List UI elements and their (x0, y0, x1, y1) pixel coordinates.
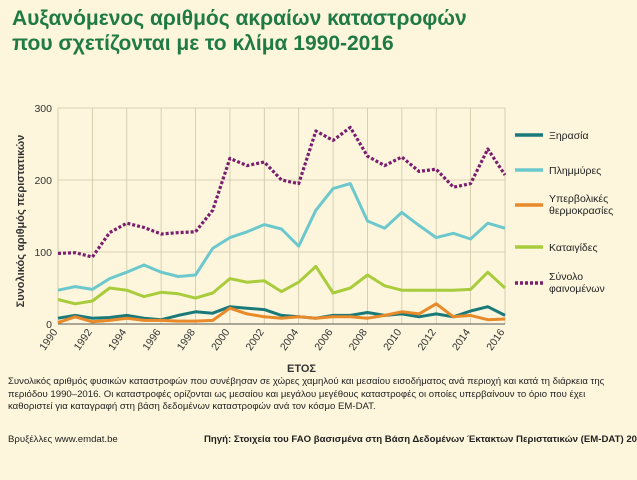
x-axis-title: ΕΤΟΣ (287, 363, 316, 375)
x-tick-label: 2010 (381, 327, 404, 353)
legend-label-3: Υπερβολικές θερμοκρασίες (549, 193, 613, 217)
gridlines (57, 107, 506, 325)
y-tick-label: 300 (34, 103, 52, 115)
series-line-1 (57, 305, 506, 322)
x-tick-label: 1996 (140, 327, 163, 353)
series-line-2 (57, 182, 506, 292)
legend-label-4: Καταιγίδες (549, 242, 598, 254)
chart-notes: Συνολικός αριθμός φυσικών καταστροφών πο… (8, 376, 605, 412)
legend-label-1: Ξηρασία (549, 130, 589, 142)
y-tick-labels: 0 100 200 300 (34, 103, 52, 331)
legend-label-part: φαινομένων (549, 283, 605, 295)
x-tick-label: 2006 (312, 327, 335, 353)
x-tick-label: 2012 (415, 327, 438, 353)
chart-title-line-1: Αυξανόμενος αριθμός ακραίων καταστροφών (12, 7, 467, 30)
x-tick-label: 1994 (106, 327, 129, 353)
legend-label-part: Υπερβολικές (549, 193, 608, 205)
chart-title-line-2: που σχετίζονται με το κλίμα 1990-2016 (12, 32, 394, 55)
y-tick-label: 100 (34, 247, 52, 259)
series-line-3 (57, 302, 506, 325)
legend-label-5: Σύνολο φαινομένων (549, 271, 605, 295)
chart-title: Αυξανόμενος αριθμός ακραίων καταστροφών π… (12, 6, 622, 56)
footer-source-city: Βρυξέλλες www.emdat.be (8, 434, 118, 445)
series-lines (57, 125, 507, 325)
legend-label-part: θερμοκρασίες (549, 205, 613, 217)
x-tick-label: 2000 (209, 327, 232, 353)
x-tick-label: 1990 (37, 327, 60, 353)
legend: Ξηρασία Πλημμύρες Υπερβολικές θερμοκρασίες Κ… (515, 130, 613, 295)
y-tick-label: 0 (46, 319, 52, 331)
line-chart: 0 100 200 300 1990 1992 1994 1996 1998 2000 2002 2… (15, 103, 613, 375)
series-line-5 (57, 125, 507, 259)
x-tick-label: 2014 (450, 327, 473, 353)
legend-label-part: Σύνολο (549, 271, 583, 283)
x-tick-label: 1998 (175, 327, 198, 353)
x-tick-label: 1992 (72, 327, 95, 353)
x-tick-label: 2008 (347, 327, 370, 353)
series-line-4 (57, 264, 507, 306)
x-tick-label: 2002 (244, 327, 267, 353)
y-axis-title: Συνολικός αριθμός περιστατικών (15, 135, 27, 308)
y-tick-label: 200 (34, 175, 52, 187)
x-tick-label: 2004 (278, 327, 301, 353)
chart-footer: Βρυξέλλες www.emdat.be Πηγή: Στοιχεία το… (8, 434, 637, 445)
legend-label-2: Πλημμύρες (549, 165, 601, 177)
x-tick-labels: 1990 1992 1994 1996 1998 2000 2002 2004 2006 2008… (37, 327, 507, 353)
x-tick-label: 2016 (484, 327, 507, 353)
footer-source: Πηγή: Στοιχεία του FAO βασισμένα στη Βάσ… (204, 434, 637, 445)
